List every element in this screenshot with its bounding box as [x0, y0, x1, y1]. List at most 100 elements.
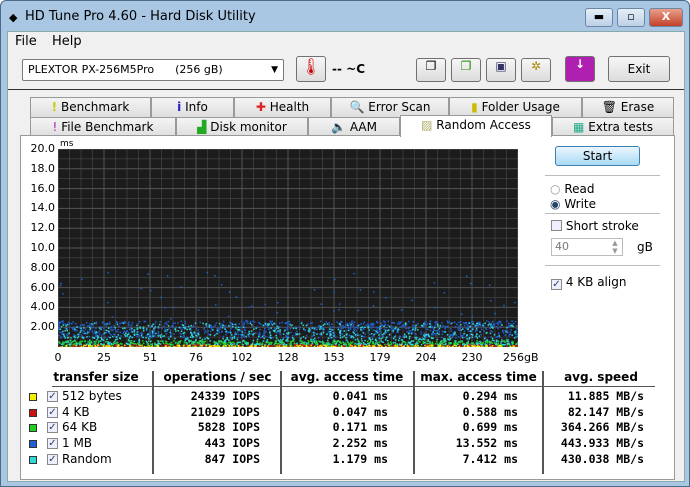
point-random	[350, 336, 353, 338]
minimize-button[interactable]: ▬	[585, 8, 613, 27]
point-1mb	[414, 325, 416, 328]
point-1mb	[137, 333, 140, 336]
tab-benchmark[interactable]: ! Benchmark	[30, 97, 151, 117]
point-1mb	[222, 320, 225, 323]
point-random	[222, 324, 225, 327]
point-random	[274, 329, 276, 332]
point-64kb	[175, 341, 177, 344]
column-separator	[152, 371, 154, 474]
point-512b	[157, 346, 160, 347]
close-button[interactable]: X	[649, 8, 683, 27]
point-1mb	[399, 335, 402, 338]
tab-extra-tests[interactable]: ▦ Extra tests	[552, 117, 674, 137]
tab-folder-usage[interactable]: ▮ Folder Usage	[449, 97, 582, 117]
point-64kb	[112, 341, 115, 344]
align-checkbox[interactable]: ✓ 4 KB align	[551, 275, 626, 290]
point-random	[128, 340, 130, 342]
point-1mb	[515, 329, 517, 332]
point-4kb	[350, 346, 352, 347]
tab-file-benchmark[interactable]: ! File Benchmark	[30, 117, 176, 137]
point-512b	[228, 344, 230, 347]
start-button[interactable]: Start	[555, 146, 640, 166]
magnifier-icon: 🔍	[349, 100, 365, 114]
stroke-spinner[interactable]: ▲ ▼	[612, 239, 618, 255]
point-1mb	[474, 330, 477, 333]
point-random	[385, 329, 387, 332]
point-64kb	[119, 342, 122, 345]
read-radio[interactable]: ○ Read	[550, 182, 594, 196]
point-1mb	[112, 328, 114, 331]
point-1mb	[504, 329, 507, 332]
series-checkbox[interactable]: ✓	[47, 391, 58, 402]
point-1mb	[449, 334, 451, 337]
stroke-size-input[interactable]: 40	[551, 238, 623, 256]
point-1mb	[58, 334, 61, 337]
point-random	[489, 332, 492, 335]
tab-error-scan[interactable]: 🔍 Error Scan	[331, 97, 449, 117]
point-random	[161, 340, 164, 342]
point-64kb	[224, 343, 227, 345]
point-random	[339, 329, 342, 332]
point-random	[212, 329, 214, 331]
exit-button[interactable]: Exit	[608, 56, 670, 82]
point-random	[154, 326, 156, 328]
series-checkbox[interactable]: ✓	[47, 407, 58, 418]
point-64kb	[205, 343, 207, 346]
point-1mb	[328, 324, 331, 326]
point-random	[147, 338, 150, 340]
temperature-button[interactable]: 🌡	[296, 56, 326, 82]
point-random	[270, 327, 272, 329]
point-1mb	[60, 332, 63, 334]
tab-health[interactable]: ✚ Health	[234, 97, 331, 117]
point-64kb	[101, 344, 104, 346]
point-random	[110, 343, 113, 345]
tab-random-access[interactable]: ▨ Random Access	[400, 115, 552, 137]
point-random	[457, 341, 460, 343]
app-icon: ◆	[9, 11, 18, 24]
copy-text-button[interactable]: ❐	[416, 58, 446, 82]
point-64kb	[291, 345, 294, 347]
point-1mb	[107, 271, 109, 274]
point-1mb	[370, 323, 372, 325]
point-random	[179, 340, 181, 343]
point-64kb	[512, 340, 514, 343]
drive-select[interactable]: PLEXTOR PX-256M5Pro (256 gB) ▼	[22, 59, 284, 81]
point-random	[416, 341, 418, 343]
point-4kb	[265, 344, 267, 346]
series-checkbox[interactable]: ✓	[47, 422, 58, 433]
point-512b	[83, 344, 85, 347]
point-1mb	[229, 321, 231, 324]
point-1mb	[507, 325, 510, 328]
series-checkbox[interactable]: ✓	[47, 438, 58, 449]
point-1mb	[110, 334, 112, 336]
point-64kb	[411, 345, 413, 347]
point-random	[119, 337, 121, 339]
point-64kb	[329, 345, 331, 347]
point-512b	[334, 346, 337, 347]
point-512b	[359, 344, 361, 347]
point-64kb	[418, 340, 420, 343]
menu-help[interactable]: Help	[52, 34, 82, 49]
point-random	[300, 337, 302, 339]
point-4kb	[489, 345, 491, 347]
download-button[interactable]: ↓	[565, 56, 595, 82]
point-1mb	[177, 322, 179, 324]
tab-aam[interactable]: 🔈 AAM	[308, 117, 400, 137]
point-1mb	[363, 321, 366, 324]
tab-disk-monitor[interactable]: ▟ Disk monitor	[176, 117, 308, 137]
point-random	[99, 340, 102, 342]
short-stroke-checkbox[interactable]: Short stroke	[551, 219, 639, 233]
point-512b	[194, 345, 197, 347]
options-button[interactable]: ✲	[521, 58, 551, 82]
tab-info[interactable]: i Info	[151, 97, 234, 117]
maximize-button[interactable]: ▫	[617, 8, 645, 27]
menu-file[interactable]: File	[15, 34, 37, 49]
copy-image-button[interactable]: ❐	[451, 58, 481, 82]
series-checkbox[interactable]: ✓	[47, 454, 58, 465]
save-button[interactable]: ▣	[486, 58, 516, 82]
write-radio[interactable]: ◉ Write	[550, 197, 596, 211]
point-random	[164, 330, 166, 332]
point-512b	[320, 345, 322, 347]
point-1mb	[66, 333, 68, 336]
tab-erase[interactable]: 🗑 Erase	[582, 97, 674, 117]
